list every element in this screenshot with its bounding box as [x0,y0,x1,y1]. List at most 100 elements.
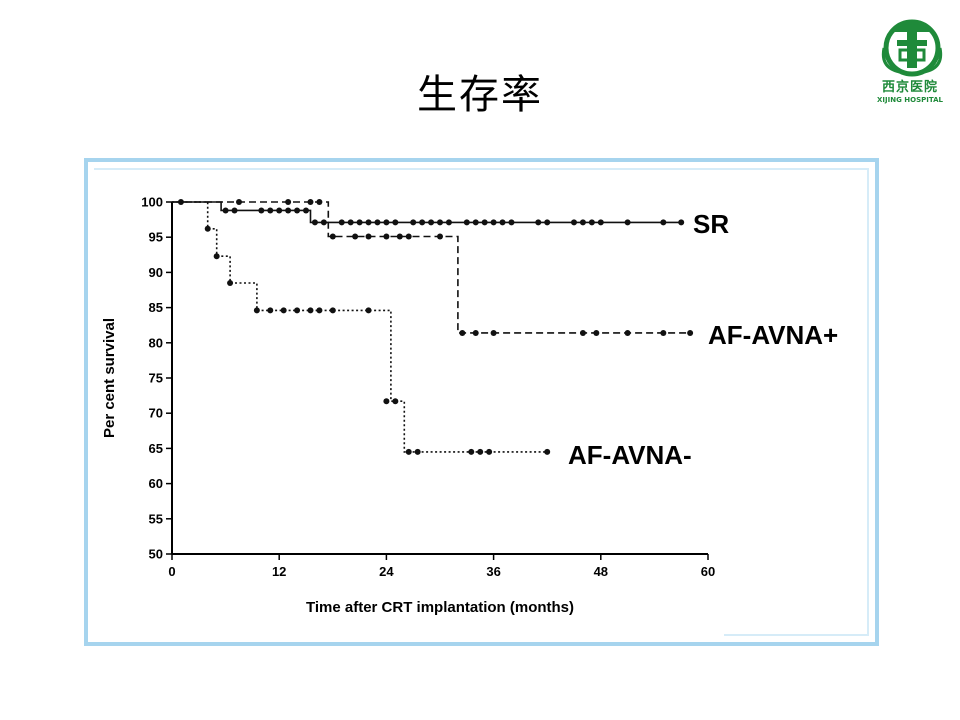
censor-point-2 [280,307,287,314]
censor-point-0 [588,219,595,226]
censor-point-2 [414,448,421,455]
censor-point-1 [472,329,479,336]
censor-point-0 [276,207,283,214]
censor-point-2 [544,448,551,455]
censor-point-0 [231,207,238,214]
censor-point-2 [477,448,484,455]
censor-point-0 [437,219,443,226]
censor-point-0 [392,219,399,226]
censor-point-0 [338,219,345,226]
censor-point-0 [222,207,229,214]
censor-point-0 [311,219,318,226]
censor-point-2 [392,398,399,405]
y-tick-label: 100 [141,195,163,210]
censor-point-0 [445,219,452,226]
x-tick-label: 24 [379,564,394,579]
logo-text-en: XIJING HOSPITAL [877,96,943,104]
censor-point-0 [294,207,301,214]
censor-point-1 [490,329,497,336]
x-tick-label: 0 [168,564,175,579]
censor-point-0 [579,219,586,226]
censor-point-0 [535,219,542,226]
censor-point-2 [253,307,260,314]
censor-point-0 [490,219,497,226]
censor-point-2 [365,307,372,314]
y-tick-label: 90 [149,265,163,280]
censor-point-1 [687,329,694,336]
censor-point-2 [204,225,211,232]
series-label-af-avna-minus: AF-AVNA- [568,440,692,470]
censor-point-2 [383,398,390,405]
censor-point-0 [419,219,426,226]
censor-point-1 [316,199,323,205]
censor-point-0 [320,219,327,226]
censor-point-2 [307,307,314,314]
censor-point-0 [463,219,470,226]
y-tick-label: 55 [149,511,163,526]
chart-area: 50 55 60 65 70 75 80 85 90 95 100 0 12 24 36 48 60 Time a… [94,170,724,640]
censor-point-0 [499,219,506,226]
censor-point-0 [383,219,390,226]
x-tick-label: 36 [486,564,500,579]
series-label-sr: SR [693,209,730,239]
y-tick-label: 65 [149,441,163,456]
censor-point-0 [428,219,435,226]
series-line-2 [172,201,548,453]
censor-point-1 [329,233,336,240]
series-line-0 [172,201,682,224]
x-tick-label: 60 [701,564,715,579]
censor-point-1 [383,233,390,240]
y-tick-label: 95 [149,230,163,245]
slide-title: 生存率 [417,72,543,118]
censor-point-2 [316,307,323,314]
hospital-emblem-icon [881,19,943,77]
x-tick-label: 48 [594,564,608,579]
censor-point-0 [660,219,667,226]
censor-point-1 [593,329,600,336]
censor-point-0 [267,207,274,214]
censor-point-0 [285,207,292,214]
censor-point-2 [329,307,336,314]
censor-point-2 [486,448,493,455]
censor-point-1 [437,233,443,240]
y-tick-label: 75 [149,371,163,386]
censor-point-2 [468,448,475,455]
x-tick-label: 12 [272,564,286,579]
survival-chart: 50 55 60 65 70 75 80 85 90 95 100 0 12 24 36 48 60 Time a… [101,195,715,617]
censor-point-1 [396,233,403,240]
censor-point-2 [405,448,412,455]
y-tick-label: 80 [149,335,163,350]
censor-point-1 [660,329,667,336]
censor-point-1 [285,199,292,205]
censor-point-0 [177,199,184,205]
series-line-1 [172,201,691,334]
censor-point-0 [678,219,685,226]
censor-point-0 [544,219,551,226]
series-label-af-avna-plus: AF-AVNA+ [708,320,839,350]
censor-point-1 [236,199,242,205]
censor-point-0 [258,207,265,214]
y-tick-label: 85 [149,300,163,315]
censor-point-0 [347,219,354,226]
y-tick-label: 50 [149,547,163,562]
x-axis-label: Time after CRT implantation (months) [306,599,574,616]
censor-point-0 [508,219,515,226]
censor-point-1 [579,329,586,336]
censor-point-1 [365,233,372,240]
censor-point-0 [356,219,363,226]
censor-point-0 [374,219,381,226]
censor-point-0 [481,219,488,226]
censor-point-0 [410,219,417,226]
y-axis-label: Per cent survival [101,318,118,438]
censor-point-1 [307,199,314,205]
censor-point-0 [365,219,372,226]
censor-point-1 [352,233,359,240]
censor-point-1 [405,233,412,240]
censor-point-0 [472,219,479,226]
censor-point-2 [294,307,301,314]
censor-point-2 [267,307,274,314]
censor-point-0 [571,219,577,226]
censor-point-1 [624,329,631,336]
censor-point-0 [624,219,631,226]
y-tick-label: 60 [149,476,163,491]
